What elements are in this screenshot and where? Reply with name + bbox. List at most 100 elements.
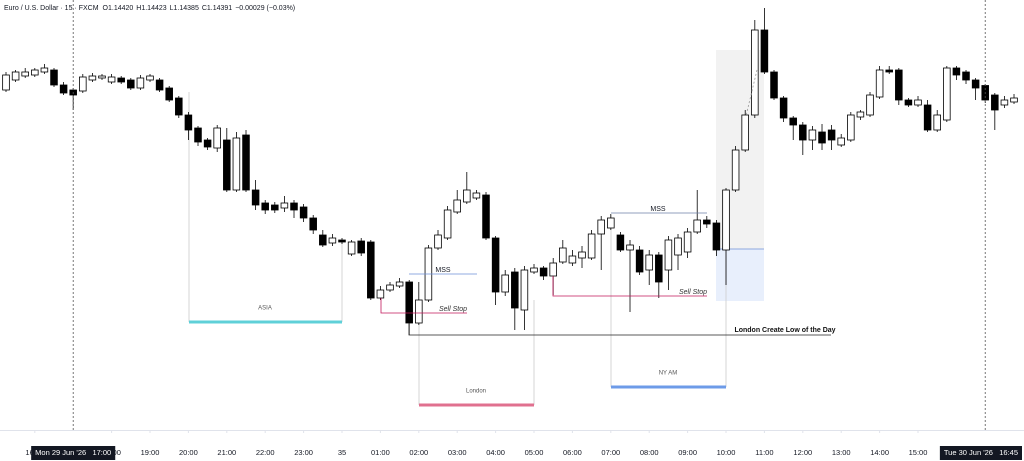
candle-body <box>434 234 442 249</box>
candle-body <box>511 271 519 309</box>
candle-body <box>98 75 106 79</box>
candle-body <box>357 240 365 254</box>
candle-body <box>837 137 845 146</box>
candle-body <box>31 69 39 76</box>
candle-body <box>79 76 87 92</box>
time-axis <box>0 430 1024 461</box>
candle-body <box>664 239 673 271</box>
candle-body <box>952 67 961 76</box>
candle-body <box>847 114 855 141</box>
x-tick-label: 04:00 <box>486 448 505 457</box>
session-label: London <box>466 389 486 395</box>
x-tick-label: 23:00 <box>294 448 313 457</box>
candle-body <box>491 237 500 293</box>
candle-body <box>463 189 471 203</box>
candle-body <box>616 234 625 251</box>
candle-body <box>261 202 269 211</box>
session-label: ASIA <box>258 306 272 312</box>
ohlc-low: L1.14385 <box>170 5 199 12</box>
candle-body <box>472 192 481 199</box>
x-tick-label: 15:00 <box>909 448 928 457</box>
candle-body <box>559 247 567 263</box>
crosshair-label-bg <box>31 446 116 460</box>
candle-body <box>165 87 173 101</box>
x-tick-label: 05:00 <box>525 448 544 457</box>
candle-body <box>453 199 461 213</box>
x-tick-label: 11:00 <box>755 448 773 457</box>
candle-body <box>770 71 778 99</box>
candle-body <box>760 29 769 73</box>
candle-body <box>203 139 212 148</box>
x-tick-label: 01:00 <box>371 448 390 457</box>
candle-body <box>626 244 634 251</box>
candle-body <box>655 254 663 283</box>
candle-body <box>751 29 759 116</box>
candle-body <box>962 71 970 81</box>
candle-body <box>914 99 922 106</box>
candle-body <box>722 189 730 251</box>
candle-body <box>943 67 951 121</box>
x-tick-label: 07:00 <box>601 448 620 457</box>
candle-body <box>107 76 116 83</box>
sell-stop-label: Sell Stop <box>439 306 467 313</box>
candle-body <box>693 219 701 233</box>
x-tick-label: 12:00 <box>793 448 812 457</box>
x-tick-label: 09:00 <box>678 448 697 457</box>
candle-body <box>635 249 644 273</box>
symbol-title: Euro / U.S. Dollar · 15 · FXCM <box>4 5 99 12</box>
candle-body <box>856 111 865 118</box>
crosshair-label: Tue 30 Jun '26 16:45 <box>944 448 1018 457</box>
candle-body <box>923 104 932 131</box>
drawings: ASIA London NY AM MSS MSS Sell Stop Sell… <box>189 69 836 407</box>
candle-body <box>712 222 721 251</box>
ohlc-change: −0.00029 (−0.03%) <box>235 5 295 12</box>
x-tick-label: 20:00 <box>179 448 198 457</box>
candle-body <box>175 97 183 116</box>
x-tick-label: 03:00 <box>448 448 467 457</box>
candle-body <box>818 131 826 144</box>
low-of-day-label: London Create Low of the Day <box>734 327 835 334</box>
candle-body <box>866 94 874 116</box>
candle-body <box>395 281 404 287</box>
candle-body <box>40 67 49 73</box>
candle-body <box>386 284 394 291</box>
x-tick-label: 06:00 <box>563 448 582 457</box>
x-tick-label: 13:00 <box>832 448 851 457</box>
candle-body <box>779 97 788 119</box>
highlight-box <box>716 249 764 301</box>
candle-body <box>309 217 317 231</box>
candle-body <box>338 239 346 243</box>
ohlc-high: H1.14423 <box>136 5 166 12</box>
x-tick-label: 10:00 <box>717 448 736 457</box>
candle-body <box>223 139 231 191</box>
x-tick-label: 22:00 <box>256 448 275 457</box>
candle-body <box>415 299 423 324</box>
x-tick-label: 14:00 <box>870 448 889 457</box>
candle-body <box>645 254 653 271</box>
candle-body <box>539 267 548 277</box>
crosshairs: Mon 29 Jun '26 17:00 Tue 30 Jun '26 16:45 <box>31 0 1022 460</box>
candle-body <box>933 114 941 131</box>
sell-stop-line <box>552 276 707 297</box>
candle-body <box>242 134 250 191</box>
candle-body <box>146 75 154 81</box>
candle-body <box>607 217 615 229</box>
x-tick-label: 02:00 <box>409 448 428 457</box>
candle-body <box>731 149 740 191</box>
crosshair-label: Mon 29 Jun '26 17:00 <box>35 448 111 457</box>
x-tick-label: 35 <box>338 448 346 457</box>
candle-body <box>213 127 221 149</box>
candle-body <box>136 77 145 89</box>
candle-body <box>232 137 241 191</box>
candle-body <box>799 124 807 141</box>
candle-body <box>597 219 605 235</box>
x-tick-label: 08:00 <box>640 448 659 457</box>
x-tick-label: 19:00 <box>141 448 160 457</box>
candle-body <box>875 69 884 98</box>
candle-body <box>520 269 529 311</box>
candle-body <box>530 267 538 273</box>
candle-body <box>280 202 289 209</box>
x-tick-label: 21:00 <box>217 448 236 457</box>
candle-body <box>808 129 817 141</box>
candle-body <box>127 79 135 89</box>
